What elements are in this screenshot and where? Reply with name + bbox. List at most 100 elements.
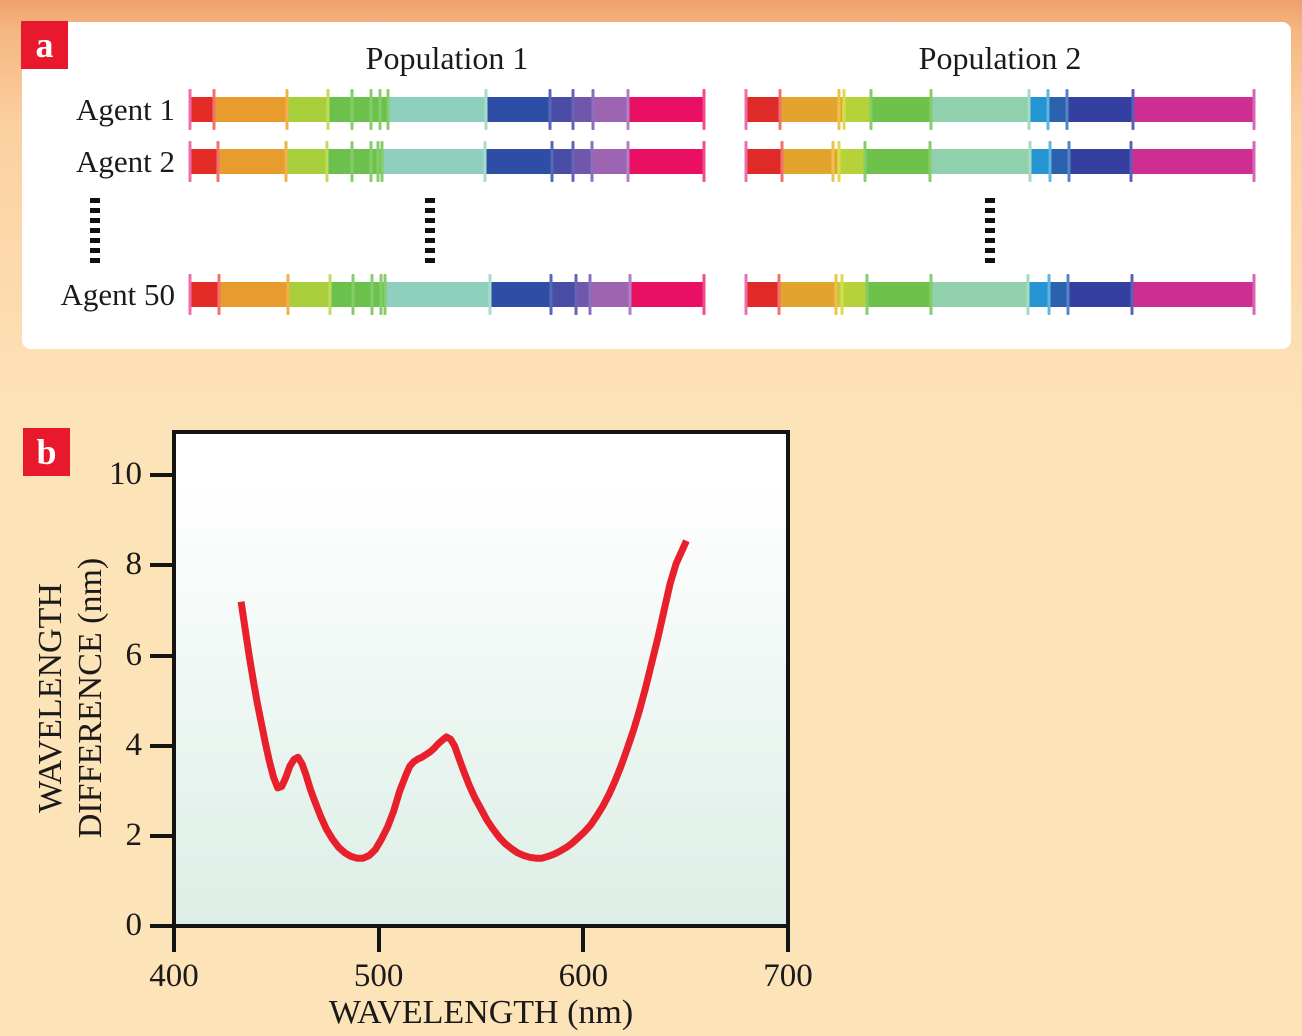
y-tick-label: 2 <box>125 816 143 853</box>
spectrum-boundary-tick <box>591 89 595 130</box>
spectrum-segment <box>746 282 780 307</box>
spectrum-segment <box>486 97 550 122</box>
spectrum-boundary-tick <box>834 274 838 315</box>
spectrum-segment <box>627 97 704 122</box>
spectrum-boundary-tick <box>350 89 354 130</box>
ellipsis-dash <box>425 238 435 243</box>
spectrum-boundary-tick <box>928 141 932 182</box>
spectrum-boundary-tick <box>571 141 575 182</box>
panel-a-badge: a <box>21 21 68 69</box>
spectrum-segment <box>866 282 932 307</box>
ellipsis-dash <box>985 238 995 243</box>
spectrum-boundary-tick <box>488 274 492 315</box>
spectrum-boundary-tick <box>1067 141 1071 182</box>
spectrum-segment <box>592 97 628 122</box>
spectrum-segment <box>590 282 630 307</box>
spectrum-boundary-tick <box>702 89 706 130</box>
spectrum-segment <box>490 282 552 307</box>
spectrum-segment <box>628 149 704 174</box>
y-axis-tick <box>150 833 172 838</box>
y-axis-title-line-1: WAVELENGTH <box>32 583 69 813</box>
x-axis-tick <box>376 928 381 952</box>
spectrum-segment <box>930 97 1029 122</box>
spectrum-segment <box>329 282 385 307</box>
ellipsis-dash <box>985 228 995 233</box>
x-axis-tick <box>581 928 586 952</box>
spectrum-boundary-tick <box>626 89 630 130</box>
spectrum-segment <box>327 97 388 122</box>
spectrum-segment <box>1049 149 1070 174</box>
spectrum-boundary-tick <box>188 89 192 130</box>
spectrum-boundary-tick <box>840 274 844 315</box>
spectrum-segment <box>842 97 871 122</box>
spectrum-segment <box>591 149 629 174</box>
agent-50-label: Agent 50 <box>60 277 175 312</box>
spectrum-boundary-tick <box>842 89 846 130</box>
difference-curve-svg <box>237 539 690 862</box>
spectrum-boundary-tick <box>326 89 330 130</box>
spectrum-segment <box>572 149 592 174</box>
spectrum-boundary-tick <box>1048 141 1052 182</box>
spectrum-segment <box>387 97 487 122</box>
spectrum-boundary-tick <box>369 89 373 130</box>
spectrum-boundary-tick <box>550 141 554 182</box>
spectrum-segment <box>551 282 576 307</box>
spectrum-boundary-tick <box>744 274 748 315</box>
agent-2-label: Agent 2 <box>75 144 175 179</box>
spectrum-boundary-tick <box>1130 274 1134 315</box>
ellipsis-dash <box>425 218 435 223</box>
spectrum-boundary-tick <box>590 141 594 182</box>
ellipsis-dash <box>90 248 100 253</box>
x-tick-label: 600 <box>558 958 609 994</box>
spectrum-segment <box>1048 282 1069 307</box>
spectrum-boundary-tick <box>1046 89 1050 130</box>
spectrum-boundary-tick <box>778 89 782 130</box>
population-2-title: Population 2 <box>918 40 1082 76</box>
ellipsis-dash <box>985 248 995 253</box>
spectrum-segment <box>551 149 573 174</box>
difference-curve <box>237 539 690 862</box>
spectrum-boundary-tick <box>780 141 784 182</box>
spectrum-boundary-tick <box>1026 274 1030 315</box>
spectrum-segment <box>381 149 485 174</box>
ellipsis-dash <box>425 248 435 253</box>
spectrum-segment <box>1132 282 1254 307</box>
spectrum-boundary-tick <box>350 141 354 182</box>
spectrum-boundary-tick <box>379 274 383 315</box>
spectrum-segment <box>384 282 491 307</box>
spectrum-boundary-tick <box>702 141 706 182</box>
spectrum-boundary-tick <box>628 274 632 315</box>
spectrum-boundary-tick <box>1047 274 1051 315</box>
spectrum-boundary-tick <box>831 141 835 182</box>
spectrum-boundary-tick <box>837 141 841 182</box>
spectrum-boundary-tick <box>837 89 841 130</box>
plot-area <box>172 430 790 928</box>
x-axis-tick <box>172 928 176 952</box>
spectrum-segment <box>1028 97 1048 122</box>
spectrum-boundary-tick <box>369 141 373 182</box>
spectrum-segment <box>1047 97 1067 122</box>
spectrum-boundary-tick <box>212 89 216 130</box>
ellipsis-dash <box>985 218 995 223</box>
spectrum-boundary-tick <box>1252 89 1256 130</box>
spectrum-segment <box>780 97 842 122</box>
y-axis-tick <box>150 563 172 568</box>
spectrum-segment <box>781 149 838 174</box>
spectrum-segment <box>870 97 931 122</box>
y-tick-label: 10 <box>109 456 142 493</box>
spectrum-boundary-tick <box>744 89 748 130</box>
ellipsis-dash <box>425 208 435 213</box>
spectrum-segment <box>190 97 215 122</box>
spectrum-segment <box>1069 149 1131 174</box>
spectrum-boundary-tick <box>865 274 869 315</box>
ellipsis-dash <box>90 228 100 233</box>
spectrum-segment <box>287 97 328 122</box>
spectrum-boundary-tick <box>1027 89 1031 130</box>
ellipsis-dash <box>90 198 100 203</box>
ellipsis-dash <box>985 198 995 203</box>
agent-1-population-2-spectrum-bar <box>744 89 1256 130</box>
spectrum-segment <box>484 149 552 174</box>
x-axis-title: WAVELENGTH (nm) <box>328 994 634 1031</box>
